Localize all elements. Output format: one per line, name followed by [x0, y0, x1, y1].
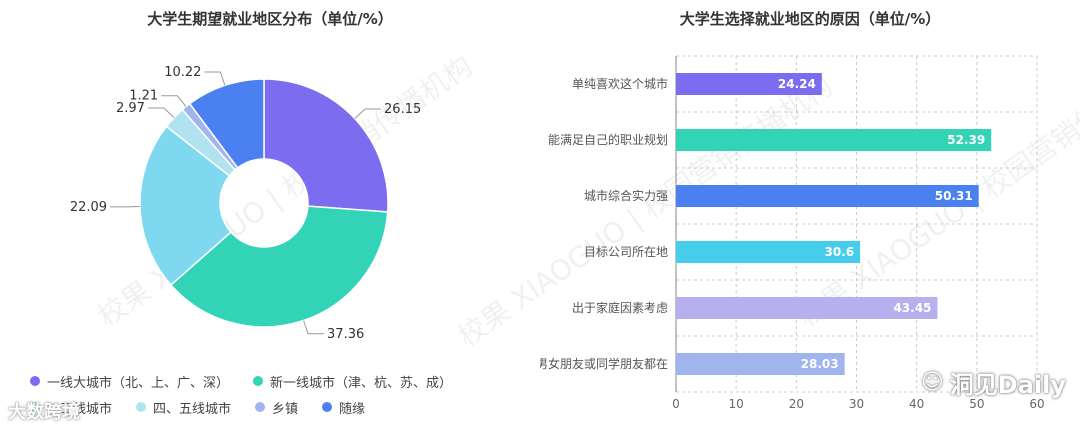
data-label: 1.21 [129, 89, 158, 104]
x-tick-label: 40 [909, 397, 924, 411]
legend-marker [253, 376, 264, 386]
data-label: 50.31 [935, 189, 973, 203]
legend-row: 一线大城市（北、上、广、深） 新一线城市（津、杭、苏、成） [30, 368, 530, 394]
data-label: 10.22 [164, 65, 201, 80]
leader-line [147, 107, 175, 118]
y-tick-label: 能满足自己的职业规划 [548, 132, 668, 147]
legend-label: 新一线城市（津、杭、苏、成） [270, 375, 453, 391]
legend-item[interactable]: 随缘 [322, 398, 365, 417]
data-label: 26.15 [384, 102, 421, 117]
brand-logo-right: ☺ 洞见Daily [921, 365, 1066, 400]
x-tick-label: 0 [672, 397, 680, 411]
donut-slice [263, 78, 389, 213]
legend-marker [255, 402, 266, 412]
leader-line [354, 108, 382, 119]
donut-slice [169, 205, 389, 328]
data-label: 37.36 [327, 327, 364, 342]
bar [676, 185, 979, 207]
legend-marker [322, 402, 333, 412]
data-label: 30.6 [825, 245, 855, 259]
data-label: 22.09 [70, 200, 107, 215]
legend-item[interactable]: 四、五线城市 [136, 398, 231, 417]
legend-label: 随缘 [339, 401, 366, 417]
bar [676, 241, 861, 263]
x-tick-label: 60 [1029, 397, 1044, 411]
y-tick-label: 男女朋友或同学朋友都在 [540, 356, 668, 371]
leader-line [161, 95, 187, 107]
chart-legend: 一线大城市（北、上、广、深） 新一线城市（津、杭、苏、成） 二三线城市 四、五线城市 乡… [30, 368, 530, 420]
chart-title: 大学生期望就业地区分布（单位/%） [147, 10, 393, 28]
chart-title: 大学生选择就业地区的原因（单位/%） [679, 10, 941, 28]
legend-item[interactable]: 一线大城市（北、上、广、深） [30, 372, 229, 391]
donut-slice [139, 125, 233, 287]
data-label: 52.39 [947, 133, 985, 147]
legend-marker [30, 376, 40, 386]
x-tick-label: 50 [969, 397, 984, 411]
legend-marker [30, 402, 40, 412]
donut-slice [188, 78, 265, 169]
bar [676, 353, 845, 375]
bar [676, 297, 938, 319]
x-tick-label: 20 [789, 397, 804, 411]
y-tick-label: 出于家庭因素考虑 [572, 300, 668, 315]
x-tick-label: 10 [729, 397, 744, 411]
x-tick-label: 30 [849, 397, 864, 411]
brand-name: 洞见Daily [949, 371, 1066, 399]
legend-label: 一线大城市（北、上、广、深） [47, 375, 230, 391]
legend-label: 乡镇 [272, 401, 299, 417]
legend-label: 四、五线城市 [153, 401, 232, 417]
y-tick-label: 单纯喜欢这个城市 [572, 76, 668, 91]
donut-chart-panel: 大学生期望就业地区分布（单位/%） 26.15 37.36 22.09 2.97 1.2… [30, 10, 530, 420]
leader-line [303, 320, 325, 335]
y-tick-label: 城市综合实力强 [584, 188, 668, 203]
bar-chart: 0 10 20 30 40 50 60 24.24 单纯喜欢这个城市 52.39 能满足自己的职业规… [540, 55, 1045, 411]
data-label: 2.97 [116, 101, 145, 116]
donut-chart: 26.15 37.36 22.09 2.971.21 10.22 [70, 65, 421, 342]
brand-logo-left: 大数跨境 [8, 402, 80, 423]
legend-label: 二三线城市 [47, 401, 113, 417]
leader-line [204, 71, 226, 86]
legend-marker [136, 402, 147, 412]
bar [676, 129, 992, 151]
bar [676, 73, 822, 95]
data-label: 24.24 [778, 77, 816, 91]
legend-row: 二三线城市 四、五线城市 乡镇 随缘 [30, 394, 530, 420]
legend-item[interactable]: 乡镇 [255, 398, 298, 417]
wechat-icon: ☺ [920, 370, 944, 395]
bar-chart-panel: 大学生选择就业地区的原因（单位/%） 0 10 20 30 40 50 60 24.24 单纯喜… [540, 0, 1080, 431]
legend-item[interactable]: 新一线城市（津、杭、苏、成） [253, 372, 452, 391]
legend-item[interactable]: 二三线城市 [30, 398, 112, 417]
data-label: 43.45 [893, 301, 931, 315]
y-tick-label: 目标公司所在地 [584, 245, 668, 259]
data-label: 28.03 [801, 357, 839, 371]
